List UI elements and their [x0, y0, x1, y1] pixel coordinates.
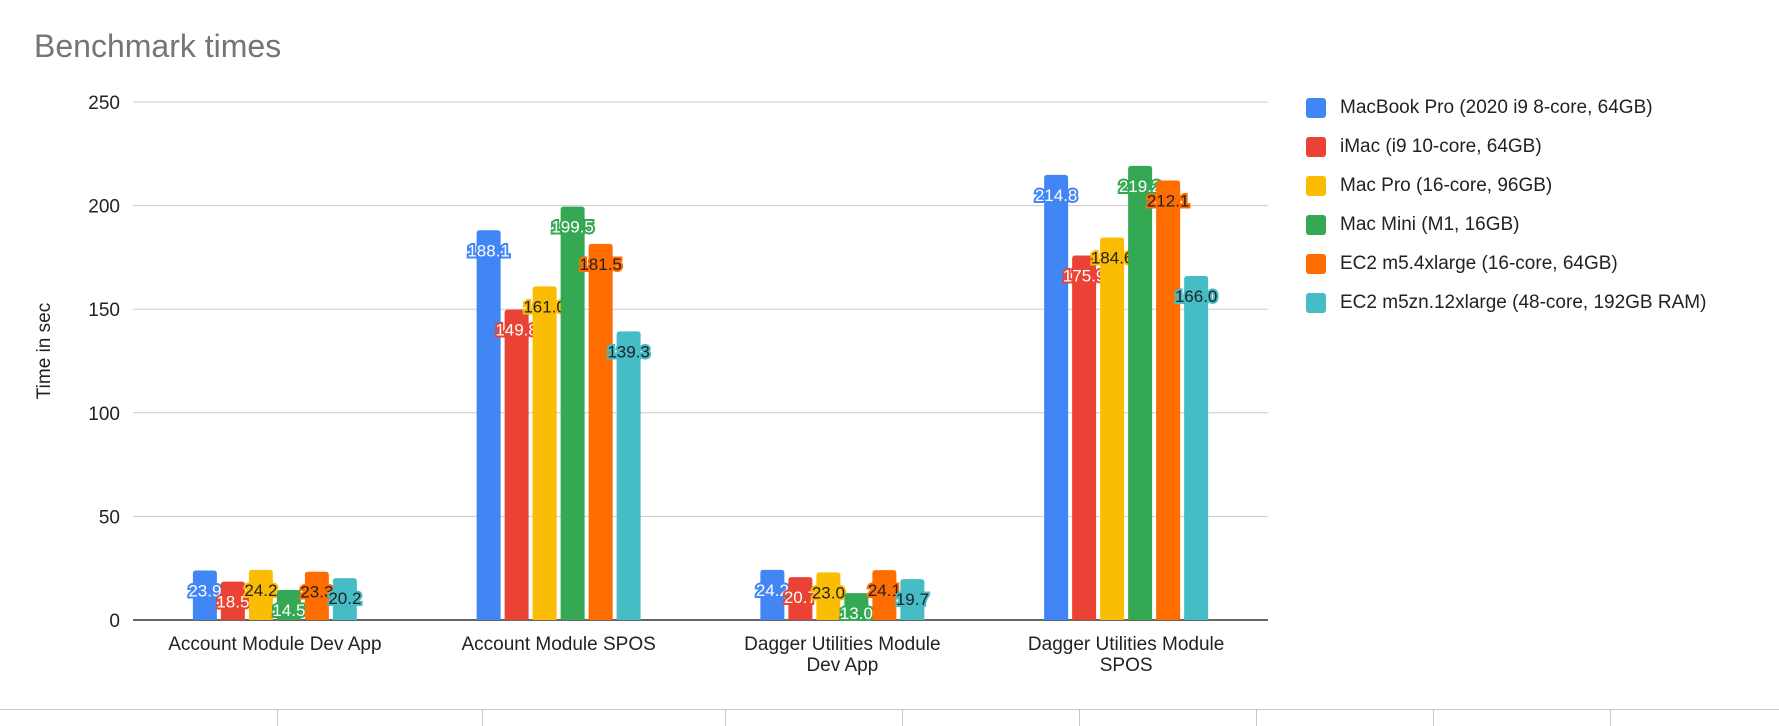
- bar: [332, 578, 357, 620]
- data-label: 175.9: [1063, 267, 1106, 286]
- bar: [220, 581, 245, 620]
- data-label: 139.3: [607, 342, 650, 361]
- grid-separator: [1256, 710, 1257, 726]
- data-label: 199.5: [551, 218, 594, 237]
- grid-separator: [1079, 710, 1080, 726]
- legend-label: iMac (i9 10-core, 64GB): [1340, 135, 1542, 157]
- bar: [476, 230, 501, 620]
- legend-label: Mac Mini (M1, 16GB): [1340, 213, 1520, 235]
- data-label: 24.1: [868, 581, 901, 600]
- chart-title: Benchmark times: [34, 28, 282, 64]
- bar: [760, 569, 785, 620]
- x-tick-label: Dagger Utilities Module: [744, 634, 940, 655]
- grid-separator: [277, 710, 278, 726]
- bar: [816, 572, 841, 620]
- x-tick-label: SPOS: [1100, 655, 1153, 676]
- data-label: 181.5: [579, 255, 622, 274]
- bar: [616, 331, 641, 620]
- bar: [844, 593, 869, 620]
- sheet-grid-strip: [0, 709, 1779, 726]
- data-label: 24.2: [756, 581, 789, 600]
- bar: [588, 243, 613, 620]
- legend-swatch: [1306, 175, 1326, 196]
- legend-swatch: [1306, 136, 1326, 157]
- bar: [872, 570, 897, 620]
- bar: [560, 206, 585, 621]
- bar: [1100, 237, 1125, 621]
- y-axis-label: Time in sec: [34, 303, 55, 399]
- data-label: 20.2: [328, 589, 361, 608]
- grid-separator: [1610, 710, 1611, 726]
- legend-item: Mac Mini (M1, 16GB): [1306, 205, 1706, 244]
- bar: [1184, 276, 1209, 620]
- bar: [248, 569, 273, 620]
- data-label: 20.7: [784, 588, 817, 607]
- bar: [304, 571, 329, 620]
- data-label: 188.1: [467, 241, 510, 260]
- data-label: 219.2: [1119, 177, 1162, 196]
- bar: [788, 577, 813, 620]
- y-tick-label: 150: [88, 300, 120, 321]
- x-tick-label: Dagger Utilities Module: [1028, 634, 1224, 655]
- data-label: 19.7: [896, 590, 929, 609]
- legend-label: MacBook Pro (2020 i9 8-core, 64GB): [1340, 96, 1653, 118]
- bar: [1044, 174, 1069, 621]
- legend-swatch: [1306, 97, 1326, 118]
- data-label: 23.9: [188, 581, 221, 600]
- bar: [192, 570, 217, 620]
- legend-item: EC2 m5.4xlarge (16-core, 64GB): [1306, 244, 1706, 283]
- legend-item: MacBook Pro (2020 i9 8-core, 64GB): [1306, 88, 1706, 127]
- y-tick-label: 0: [109, 611, 120, 632]
- grid-separator: [725, 710, 726, 726]
- data-label: 212.1: [1147, 192, 1190, 211]
- bar: [1156, 180, 1181, 620]
- x-tick-label: Account Module SPOS: [461, 634, 655, 655]
- grid-separator: [902, 710, 903, 726]
- data-label: 23.0: [812, 583, 845, 602]
- bar: [532, 286, 557, 620]
- y-tick-label: 200: [88, 197, 120, 218]
- data-label: 214.8: [1035, 186, 1078, 205]
- data-label: 161.0: [523, 297, 566, 316]
- data-label: 18.5: [216, 593, 249, 612]
- x-tick-label: Account Module Dev App: [168, 634, 381, 655]
- y-tick-label: 100: [88, 404, 120, 425]
- legend-swatch: [1306, 214, 1326, 235]
- legend-item: Mac Pro (16-core, 96GB): [1306, 166, 1706, 205]
- data-label: 166.0: [1175, 287, 1218, 306]
- legend: MacBook Pro (2020 i9 8-core, 64GB) iMac (…: [1306, 88, 1706, 322]
- data-label: 184.6: [1091, 249, 1134, 268]
- data-label: 14.5: [272, 601, 305, 620]
- y-tick-label: 250: [88, 93, 120, 114]
- legend-label: Mac Pro (16-core, 96GB): [1340, 174, 1553, 196]
- legend-swatch: [1306, 292, 1326, 313]
- grid-separator: [1433, 710, 1434, 726]
- data-label: 149.8: [495, 321, 538, 340]
- legend-label: EC2 m5zn.12xlarge (48-core, 192GB RAM): [1340, 291, 1707, 313]
- grid-separator: [482, 710, 483, 726]
- legend-item: iMac (i9 10-core, 64GB): [1306, 127, 1706, 166]
- legend-swatch: [1306, 253, 1326, 274]
- bar: [1072, 255, 1097, 620]
- data-label: 23.3: [300, 583, 333, 602]
- bar: [1128, 165, 1153, 620]
- bar: [504, 309, 529, 620]
- x-tick-label: Dev App: [806, 655, 878, 676]
- bar: [900, 579, 925, 620]
- y-tick-label: 50: [99, 507, 120, 528]
- data-label: 13.0: [840, 604, 873, 623]
- data-label: 24.2: [244, 581, 277, 600]
- bar: [276, 589, 301, 620]
- legend-label: EC2 m5.4xlarge (16-core, 64GB): [1340, 252, 1618, 274]
- legend-item: EC2 m5zn.12xlarge (48-core, 192GB RAM): [1306, 283, 1706, 322]
